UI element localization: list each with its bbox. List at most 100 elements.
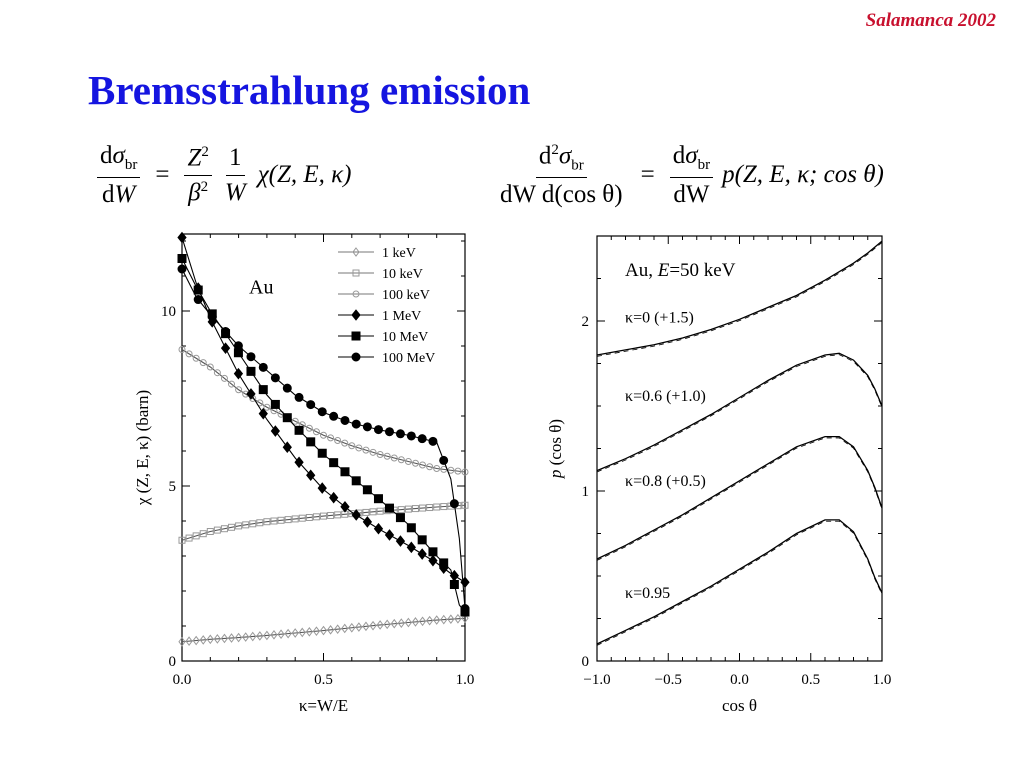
data-point <box>428 436 438 446</box>
eq2-den: dW d(cos θ) <box>500 180 623 208</box>
data-point <box>199 635 207 645</box>
data-point <box>351 509 361 521</box>
data-point <box>340 415 350 425</box>
legend-label: 1 MeV <box>382 309 421 324</box>
legend-marker <box>351 309 361 321</box>
data-point <box>397 618 405 628</box>
series-line <box>596 352 883 472</box>
data-point <box>185 534 193 542</box>
data-point <box>193 285 203 295</box>
data-point <box>258 407 268 420</box>
legend-label: 100 keV <box>382 288 430 303</box>
data-point <box>246 352 256 362</box>
data-point <box>228 380 236 388</box>
data-point <box>185 636 193 646</box>
x-axis-label: κ=W/E <box>299 696 348 715</box>
x-tick-label: 0.0 <box>173 672 192 688</box>
data-point <box>411 459 419 467</box>
data-point <box>369 448 377 456</box>
data-point <box>417 535 427 545</box>
data-point <box>221 326 231 336</box>
data-point <box>369 620 377 631</box>
data-point <box>461 501 469 509</box>
series-line <box>596 519 883 645</box>
eq1-beta-exp: 2 <box>200 178 209 195</box>
x-tick-label: 0.5 <box>801 672 820 688</box>
data-point <box>404 505 412 513</box>
data-point <box>284 516 292 524</box>
data-point <box>270 373 280 383</box>
annotation-prefix: Au, <box>625 260 658 281</box>
data-point <box>282 383 292 393</box>
series-line <box>181 504 466 541</box>
data-point <box>376 451 384 458</box>
series-line <box>596 435 883 560</box>
data-point <box>341 439 349 447</box>
fraction-1-W: 1 W <box>222 144 249 206</box>
data-point <box>334 437 342 444</box>
eq1-den-d: d <box>102 180 115 208</box>
legend-label: 100 MeV <box>382 351 435 366</box>
data-point <box>329 458 339 468</box>
data-point <box>306 469 316 482</box>
data-point <box>320 512 327 520</box>
x-tick-label: 0.5 <box>314 672 333 688</box>
data-point <box>340 467 350 477</box>
x-tick-label: 1.0 <box>456 672 475 688</box>
data-point <box>417 548 427 560</box>
series-dashed-line <box>596 520 883 646</box>
annotation-E: E <box>657 260 670 281</box>
data-point <box>220 342 231 354</box>
data-point <box>329 411 339 421</box>
data-point <box>246 366 256 376</box>
data-point <box>404 617 413 628</box>
data-point <box>334 511 342 519</box>
series-3 <box>596 519 883 646</box>
data-point <box>426 463 434 471</box>
data-point <box>384 529 395 541</box>
data-point <box>206 528 214 535</box>
series-0 <box>596 240 883 357</box>
data-point <box>428 554 438 567</box>
angular-distribution-figure: −1.0 −0.5 0.0 0.5 1.0 0 1 2 cos θ p (cos θ) Au, E=… <box>545 228 905 733</box>
data-point <box>317 407 327 417</box>
series-dashed-line <box>596 437 883 561</box>
data-point <box>461 468 469 476</box>
eq2-equals: = <box>640 161 655 189</box>
data-point <box>312 513 320 521</box>
legend-marker <box>351 352 361 362</box>
eq2-p: p(Z, E, κ; cos θ) <box>722 161 884 189</box>
data-point <box>305 424 313 432</box>
data-point <box>312 428 320 436</box>
data-point <box>362 508 370 516</box>
data-point <box>305 514 313 521</box>
data-point <box>178 346 186 353</box>
data-point <box>282 441 292 454</box>
data-point <box>433 465 441 472</box>
x-axis-label: cos θ <box>722 696 757 715</box>
data-point <box>294 456 304 469</box>
y-tick-label: 1 <box>582 484 590 500</box>
data-point <box>406 541 416 554</box>
data-point <box>320 431 327 439</box>
eq1-one: 1 <box>226 144 245 176</box>
plot-annotation: Au, E=50 keV <box>625 260 736 281</box>
data-point <box>227 633 236 643</box>
y-tick-label: 5 <box>169 479 177 495</box>
eq2-sigma2: σ <box>685 142 698 170</box>
eq1-den-W: W <box>114 180 136 208</box>
series-1 <box>596 352 883 473</box>
series-2 <box>596 435 883 561</box>
series-label: κ=0.6 (+1.0) <box>625 388 706 405</box>
data-point <box>348 622 356 633</box>
eq1-Z-exp: 2 <box>201 143 209 160</box>
data-point <box>384 503 394 513</box>
y-axis-label: χ (Z, E, κ) (barn) <box>133 390 152 506</box>
data-point <box>395 429 405 439</box>
data-point <box>326 625 335 635</box>
series-3 <box>177 231 470 589</box>
x-tick-label: −0.5 <box>655 672 682 688</box>
data-point <box>185 350 193 358</box>
data-point <box>282 413 292 423</box>
data-point <box>439 455 449 465</box>
